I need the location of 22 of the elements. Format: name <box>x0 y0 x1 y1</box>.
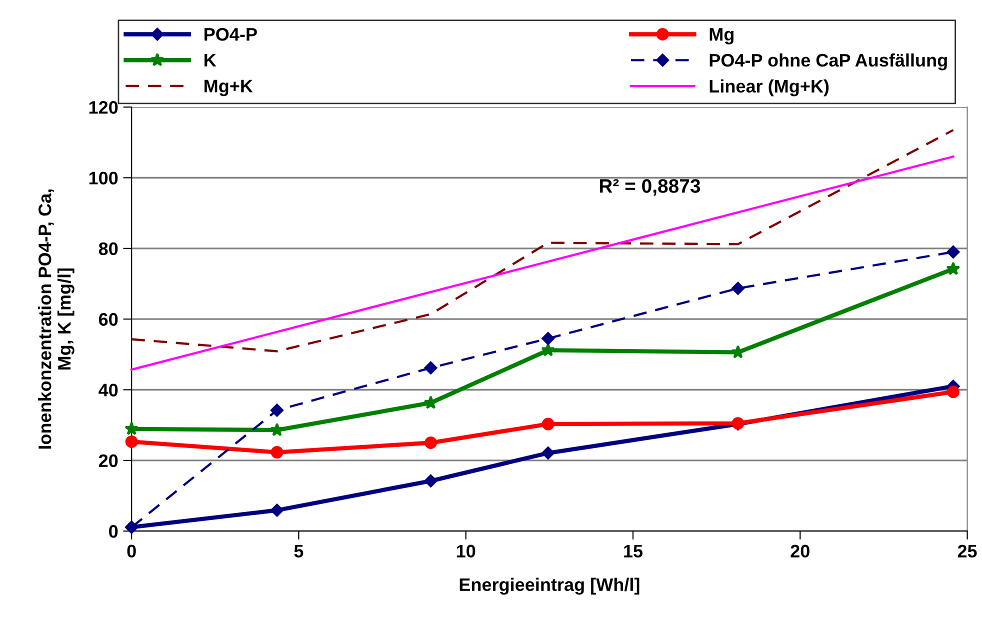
y-tick-label: 80 <box>98 242 118 256</box>
y-tick-label: 40 <box>98 384 118 396</box>
legend-label: PO4-P <box>204 28 257 41</box>
x-tick-label: 5 <box>294 544 304 558</box>
x-tick-label: 25 <box>958 544 977 558</box>
y-tick-label: 0 <box>109 525 118 538</box>
y-tick-label: 100 <box>89 172 118 184</box>
legend-label: Mg <box>710 28 734 44</box>
legend-label: Linear (Mg+K) <box>710 79 829 96</box>
x-tick-label: 0 <box>127 544 136 558</box>
y-tick-label: 120 <box>89 101 118 114</box>
x-tick-label: 20 <box>790 544 810 558</box>
annotation: R² = 0,8873 <box>600 179 700 196</box>
legend-label: PO4-P ohne CaP Ausfällung <box>710 53 947 70</box>
legend-label: Mg+K <box>204 80 253 96</box>
x-tick-label: 15 <box>624 544 643 558</box>
x-axis-title: Energieeintrag [Wh/l] <box>460 578 640 595</box>
legend-label: K <box>204 54 216 66</box>
y-tick-label: 60 <box>98 313 118 326</box>
x-tick-label: 10 <box>456 544 476 558</box>
y-tick-label: 20 <box>98 454 118 468</box>
y-axis-title: Ionenkonzentration PO4-P, Ca, Mg, K [mg/l] <box>38 190 74 449</box>
